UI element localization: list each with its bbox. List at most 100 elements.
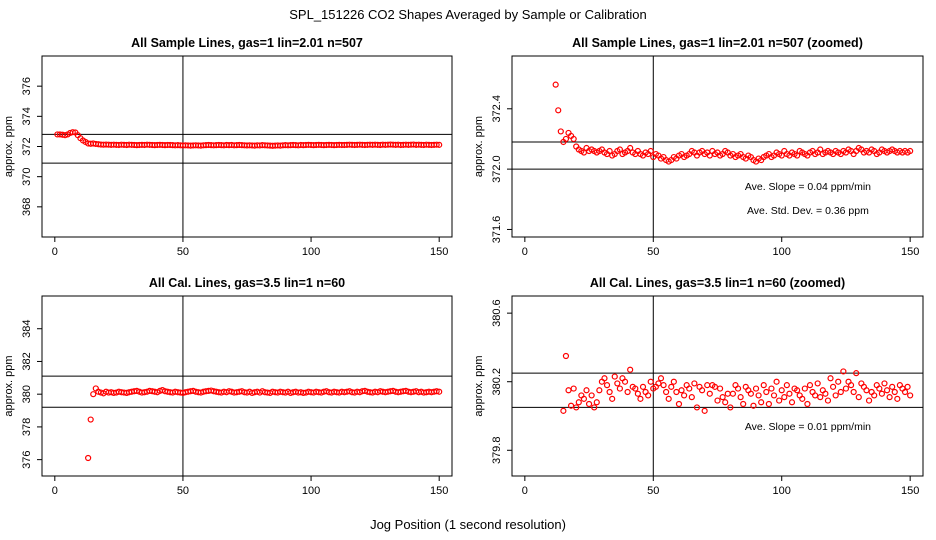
data-point: [781, 394, 788, 401]
x-tick-label: 0: [52, 485, 58, 497]
data-point: [634, 390, 641, 397]
data-point: [583, 387, 590, 394]
x-tick-label: 100: [302, 246, 320, 258]
data-points: [54, 129, 443, 149]
x-tick-label: 0: [52, 246, 58, 258]
data-point: [794, 152, 801, 159]
y-tick-label: 382: [21, 352, 33, 370]
data-point: [801, 385, 808, 392]
data-point: [647, 378, 654, 385]
data-point: [624, 388, 631, 396]
data-point: [436, 141, 443, 148]
data-point: [853, 370, 860, 377]
data-point: [786, 390, 793, 397]
data-point: [693, 404, 701, 411]
plot-frame: [41, 295, 453, 477]
data-point: [706, 390, 713, 397]
data-point: [822, 390, 829, 397]
y-tick-label: 384: [21, 320, 33, 338]
data-point: [760, 382, 767, 389]
y-tick-label: 370: [21, 167, 33, 185]
data-point: [686, 385, 693, 392]
figure-x-axis-label: Jog Position (1 second resolution): [370, 517, 566, 532]
y-axis-label: approx. ppm: [473, 116, 485, 177]
annotation-text: Ave. Std. Dev. = 0.36 ppm: [747, 205, 869, 217]
data-point: [87, 416, 94, 423]
data-point: [585, 400, 593, 408]
data-point: [660, 382, 667, 389]
data-point: [814, 380, 821, 387]
data-point: [850, 388, 857, 396]
data-point: [90, 391, 97, 398]
data-point: [871, 392, 878, 399]
y-tick-label: 380.2: [491, 368, 503, 396]
data-point: [647, 147, 654, 155]
y-tick-label: 372: [21, 137, 33, 155]
x-tick-label: 150: [430, 246, 448, 258]
data-point: [621, 378, 629, 385]
data-point: [433, 388, 440, 395]
data-point: [727, 404, 734, 411]
panel-title: All Cal. Lines, gas=3.5 lin=1 n=60: [149, 276, 345, 290]
x-tick-label: 50: [177, 485, 189, 497]
panel-title: All Sample Lines, gas=1 lin=2.01 n=507: [131, 36, 363, 50]
data-point: [570, 385, 577, 392]
y-tick-label: 376: [21, 450, 33, 468]
panel-4: All Cal. Lines, gas=3.5 lin=1 n=60 (zoom…: [473, 276, 924, 497]
data-point: [806, 382, 814, 389]
x-tick-label: 100: [302, 485, 320, 497]
y-tick-label: 376: [21, 77, 33, 95]
data-point: [575, 399, 582, 406]
data-point: [878, 390, 886, 397]
data-point: [855, 394, 862, 401]
data-point: [886, 394, 893, 401]
data-point: [817, 146, 824, 153]
data-point: [832, 392, 839, 399]
data-point: [593, 399, 600, 406]
data-point: [663, 388, 670, 396]
data-point: [907, 147, 914, 155]
y-tick-label: 372.0: [491, 155, 503, 183]
data-point: [591, 404, 598, 411]
data-point: [701, 407, 708, 414]
data-point: [737, 394, 744, 401]
data-point: [573, 404, 580, 411]
data-point: [763, 388, 770, 396]
panel-1: All Sample Lines, gas=1 lin=2.01 n=507 ap…: [3, 36, 453, 258]
data-point: [632, 385, 639, 392]
data-point: [891, 388, 898, 396]
panel-2: All Sample Lines, gas=1 lin=2.01 n=507 (…: [473, 36, 924, 258]
x-tick-label: 100: [773, 246, 791, 258]
data-point: [670, 378, 677, 385]
data-point: [817, 394, 824, 401]
data-point: [555, 107, 562, 114]
x-tick-label: 0: [522, 485, 528, 497]
data-point: [840, 368, 847, 375]
data-point: [562, 135, 570, 143]
data-point: [881, 380, 888, 387]
y-axis-label: approx. ppm: [3, 355, 15, 416]
y-axis-label: approx. ppm: [3, 116, 15, 177]
data-point: [778, 387, 785, 394]
data-points: [85, 385, 443, 462]
data-point: [673, 388, 680, 396]
data-point: [637, 395, 644, 402]
annotation-text: Ave. Slope = 0.04 ppm/min: [745, 181, 871, 193]
data-point: [747, 390, 754, 397]
data-point: [765, 400, 772, 408]
data-point: [560, 407, 567, 414]
panel-title: All Sample Lines, gas=1 lin=2.01 n=507 (…: [572, 36, 863, 50]
data-point: [773, 378, 780, 385]
data-point: [883, 387, 891, 394]
data-point: [835, 378, 842, 385]
data-point: [889, 383, 896, 390]
data-point: [876, 385, 883, 392]
data-points: [552, 81, 914, 165]
data-point: [567, 402, 575, 409]
data-point: [865, 397, 873, 404]
data-point: [596, 387, 603, 394]
data-point: [565, 387, 572, 394]
data-point: [901, 388, 909, 396]
y-tick-label: 379.8: [491, 437, 503, 465]
